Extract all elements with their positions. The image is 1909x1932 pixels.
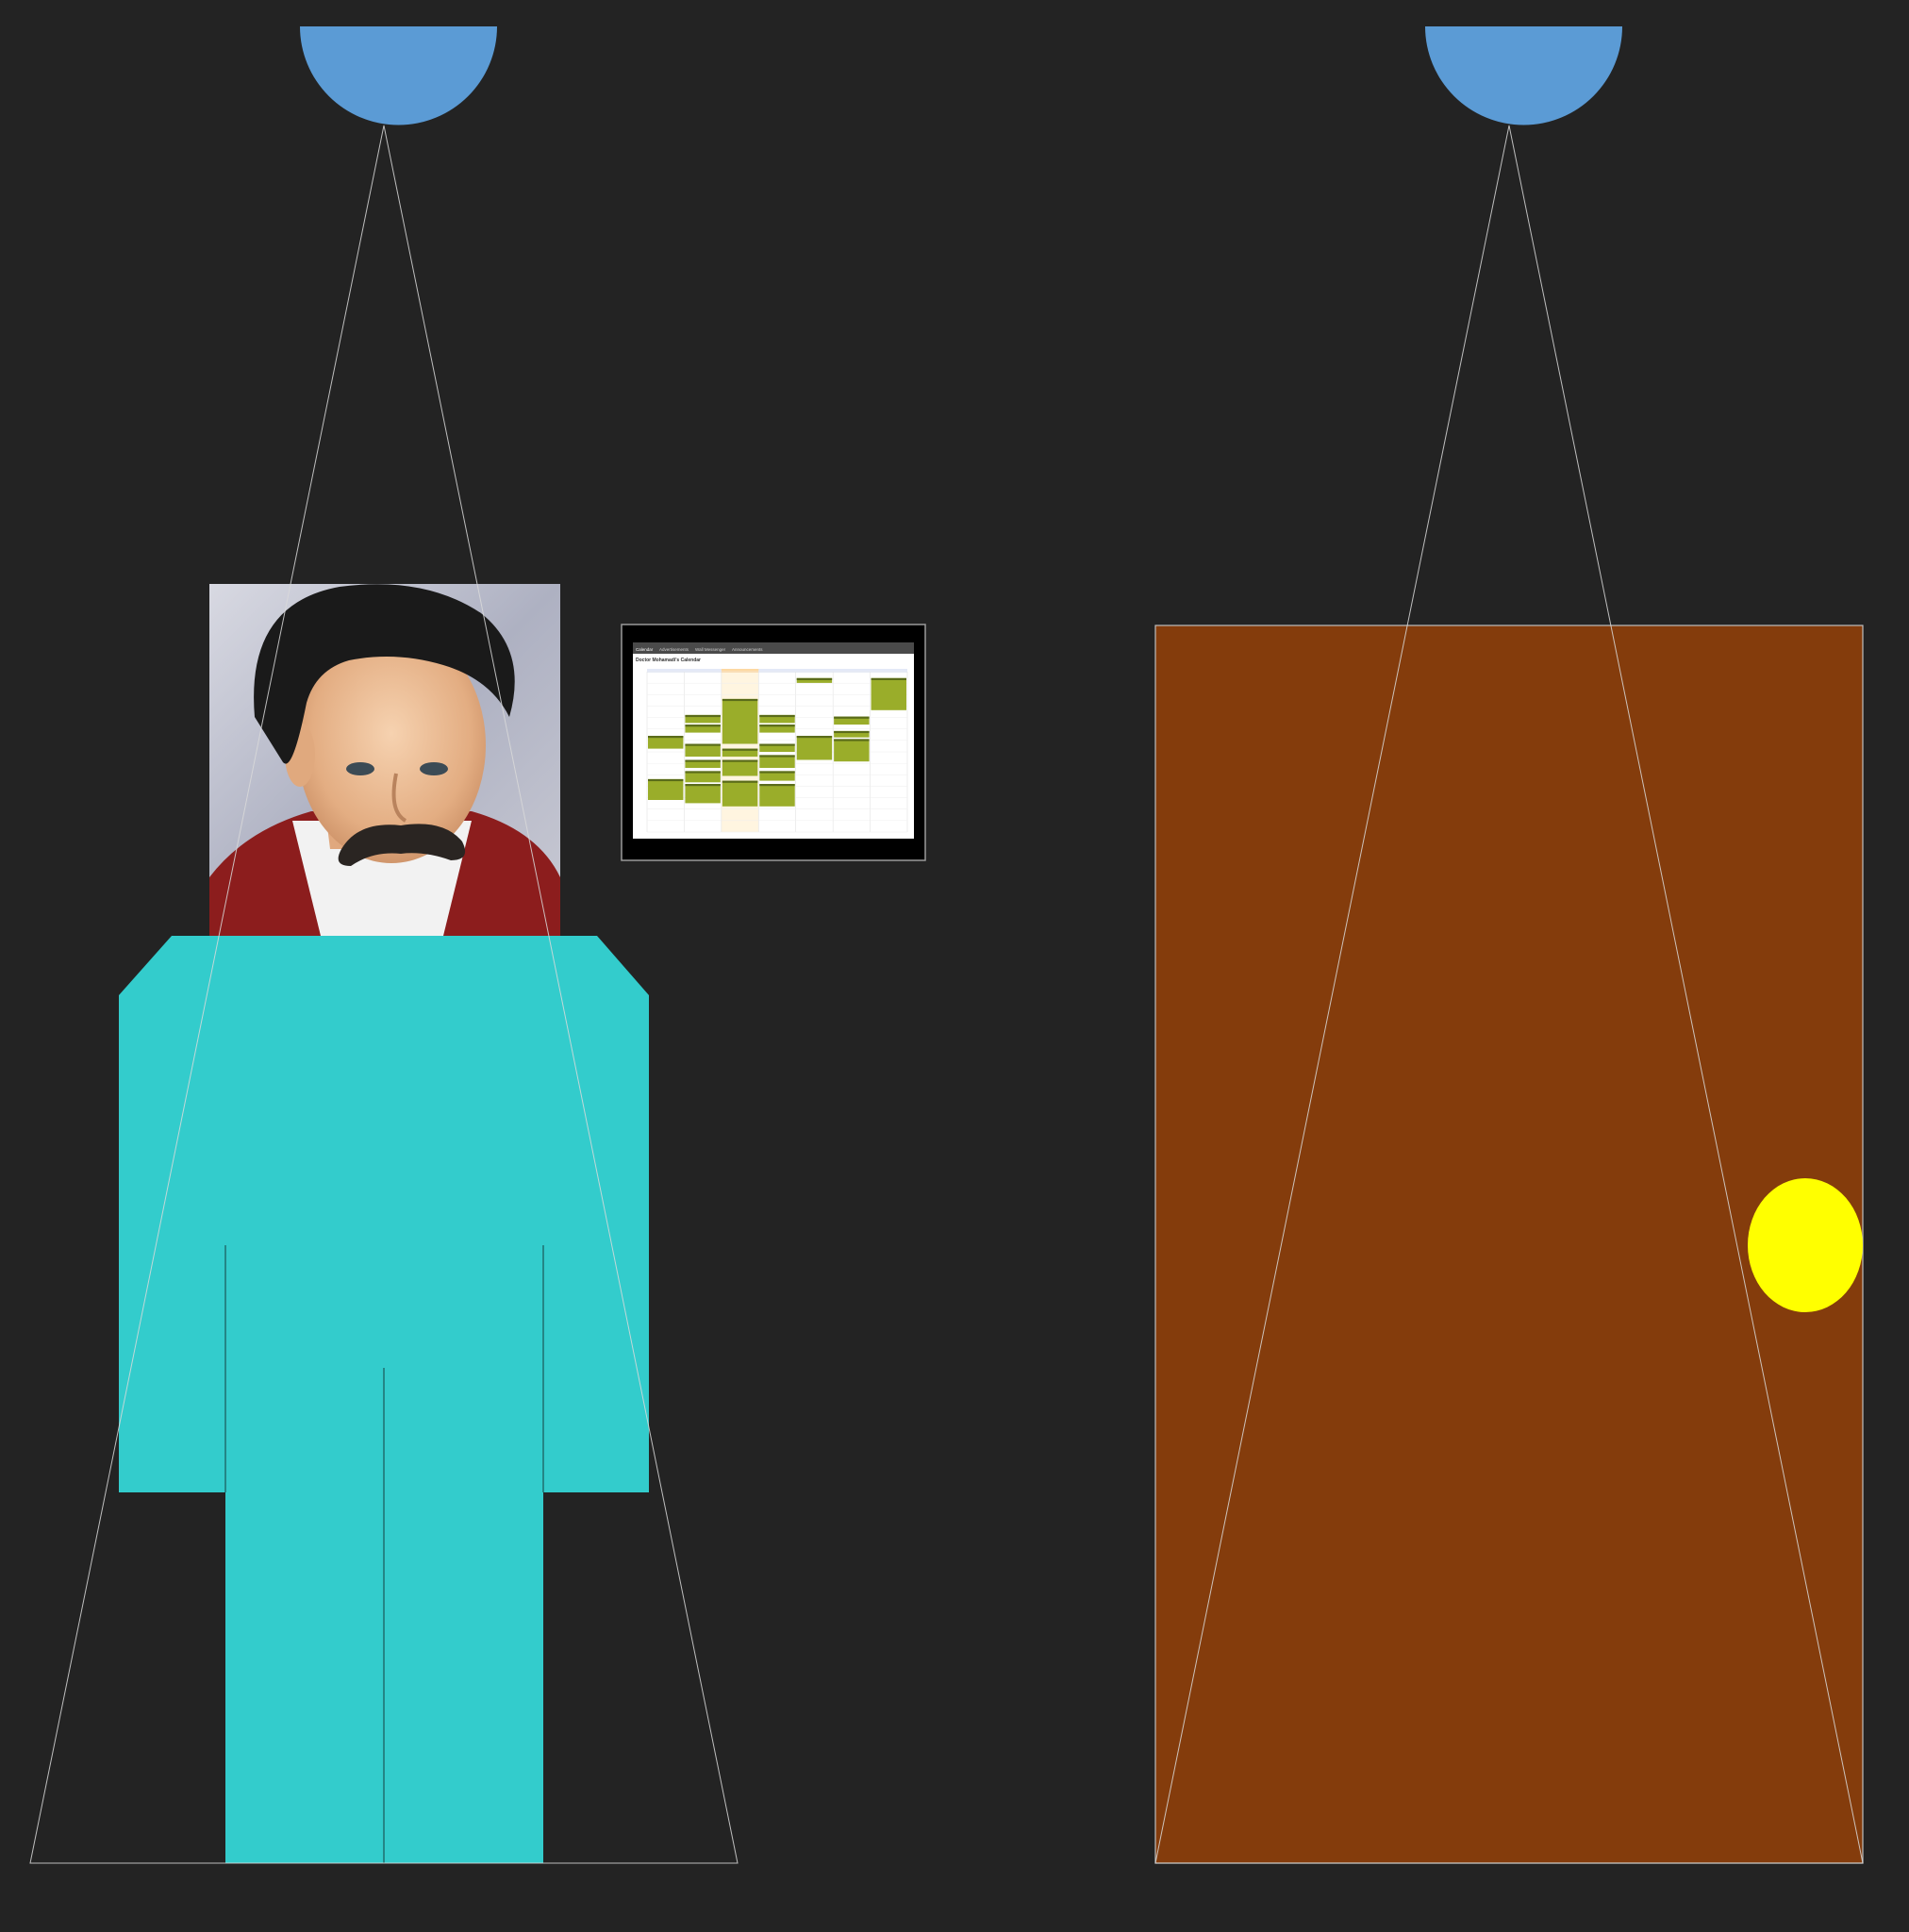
calendar-event[interactable] bbox=[648, 778, 684, 800]
calendar-title: Doctor Mohamadi's Calendar bbox=[636, 658, 701, 663]
calendar-events[interactable] bbox=[648, 677, 906, 807]
calendar-event-header bbox=[685, 714, 721, 718]
tablet-tab-wall-messenger[interactable]: Wall Messenger bbox=[695, 647, 726, 652]
calendar-event-header bbox=[834, 739, 870, 741]
portrait-head bbox=[209, 584, 560, 936]
portrait-right-eye bbox=[420, 762, 448, 775]
calendar-event-header bbox=[871, 677, 906, 680]
tablet-tab-bar bbox=[633, 642, 914, 654]
person-figure bbox=[119, 936, 649, 1863]
wall-tablet[interactable]: Calendar Advertisements Wall Messenger Anno… bbox=[621, 624, 926, 861]
calendar-event[interactable] bbox=[685, 771, 721, 783]
calendar-event[interactable] bbox=[834, 716, 870, 725]
calendar-event[interactable] bbox=[759, 771, 795, 781]
calendar-event[interactable] bbox=[759, 755, 795, 768]
calendar-event[interactable] bbox=[722, 748, 758, 758]
calendar-event-header bbox=[685, 759, 721, 762]
calendar-event[interactable] bbox=[759, 743, 795, 753]
calendar-event-header bbox=[759, 784, 795, 787]
calendar-event[interactable] bbox=[759, 784, 795, 807]
calendar-event-header bbox=[759, 714, 795, 718]
tablet-tab-advertisements[interactable]: Advertisements bbox=[659, 647, 689, 652]
calendar-event-header bbox=[648, 778, 684, 782]
portrait-left-eye bbox=[346, 762, 374, 775]
calendar-day-header bbox=[647, 669, 907, 673]
portrait-hair bbox=[254, 584, 515, 764]
person-light-beam bbox=[29, 125, 739, 1864]
calendar-event-header bbox=[796, 677, 833, 680]
ceiling-lamp-right bbox=[1425, 26, 1622, 125]
calendar-event[interactable] bbox=[722, 698, 758, 744]
calendar-event[interactable] bbox=[685, 743, 721, 758]
calendar-event[interactable] bbox=[759, 714, 795, 724]
calendar-event[interactable] bbox=[834, 739, 870, 762]
calendar-event-header bbox=[759, 771, 795, 774]
calendar-event[interactable] bbox=[722, 780, 758, 807]
calendar-event-header bbox=[685, 743, 721, 746]
calendar-event[interactable] bbox=[685, 724, 721, 733]
calendar-event-header bbox=[685, 724, 721, 727]
calendar-today-header bbox=[721, 669, 759, 673]
calendar-event-header bbox=[685, 771, 721, 774]
light-beams bbox=[29, 125, 1864, 1864]
calendar-event-header bbox=[759, 755, 795, 758]
door-panel bbox=[1154, 625, 1864, 1864]
calendar-event[interactable] bbox=[796, 677, 833, 683]
tablet-tab-calendar[interactable]: Calendar bbox=[636, 647, 654, 652]
calendar-event-header bbox=[722, 780, 758, 783]
calendar-event[interactable] bbox=[685, 784, 721, 804]
calendar-event[interactable] bbox=[722, 759, 758, 776]
tablet-tab-announcements[interactable]: Announcements bbox=[732, 647, 763, 652]
calendar-event-header bbox=[834, 730, 870, 734]
tablet-tabs[interactable]: Calendar Advertisements Wall Messenger Anno… bbox=[636, 647, 763, 652]
calendar-event[interactable] bbox=[871, 677, 906, 710]
calendar-event[interactable] bbox=[685, 714, 721, 724]
calendar-event-header bbox=[796, 736, 833, 739]
portrait-nose bbox=[391, 773, 407, 823]
calendar-event[interactable] bbox=[759, 724, 795, 733]
ceiling-lamp-left bbox=[300, 26, 497, 125]
calendar-event-header bbox=[759, 724, 795, 727]
calendar-event-header bbox=[722, 698, 758, 702]
calendar-event[interactable] bbox=[648, 736, 684, 749]
calendar-event-header bbox=[722, 759, 758, 762]
calendar-event-header bbox=[834, 716, 870, 719]
calendar-event[interactable] bbox=[834, 730, 870, 738]
calendar-event-header bbox=[759, 743, 795, 746]
calendar-event-header bbox=[648, 736, 684, 739]
door-light-beam bbox=[1154, 125, 1864, 1864]
portrait-mustache bbox=[338, 824, 466, 866]
calendar-event[interactable] bbox=[685, 759, 721, 769]
calendar-event-header bbox=[685, 784, 721, 787]
door[interactable] bbox=[1154, 625, 1864, 1864]
doorknob[interactable] bbox=[1748, 1178, 1863, 1312]
calendar-event-header bbox=[722, 748, 758, 751]
portrait-face bbox=[297, 627, 486, 863]
calendar-event[interactable] bbox=[796, 736, 833, 760]
